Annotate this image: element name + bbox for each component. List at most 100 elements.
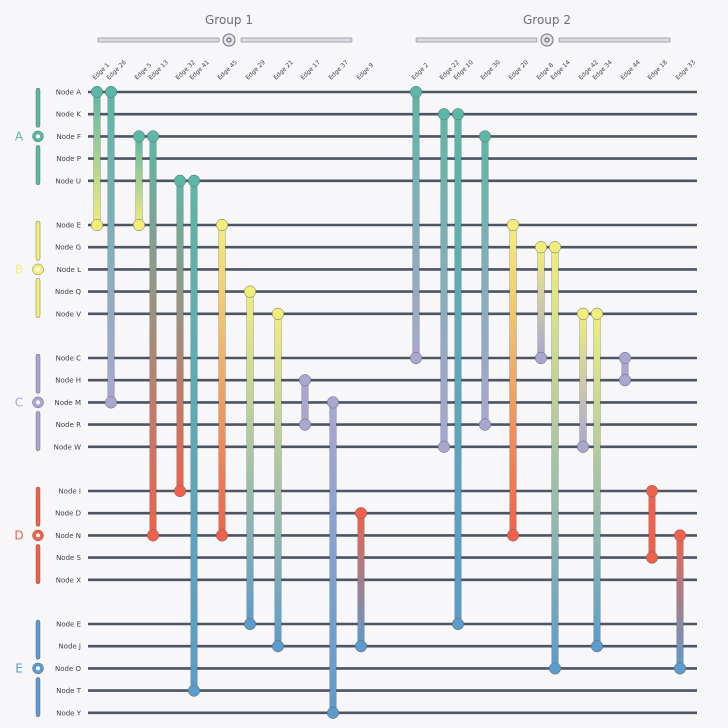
node-row[interactable]: Node O bbox=[55, 665, 697, 673]
connection-endpoint[interactable] bbox=[576, 307, 590, 320]
connection-endpoint[interactable] bbox=[673, 662, 687, 675]
connection-endpoint[interactable] bbox=[451, 108, 465, 121]
connection-endpoint[interactable] bbox=[146, 529, 160, 542]
hyperedge-connection[interactable] bbox=[243, 285, 257, 631]
hyperedge-connection[interactable] bbox=[576, 307, 590, 453]
hyperedge-connection[interactable] bbox=[548, 241, 562, 675]
connection-endpoint[interactable] bbox=[590, 640, 604, 653]
connection-endpoint[interactable] bbox=[409, 351, 423, 365]
connection-endpoint[interactable] bbox=[173, 174, 187, 187]
connection-endpoint[interactable] bbox=[215, 529, 229, 542]
node-row[interactable]: Node X bbox=[56, 576, 697, 584]
connection-endpoint[interactable] bbox=[437, 440, 451, 453]
cluster-bar bbox=[35, 619, 41, 660]
hyperedge-connection[interactable] bbox=[590, 307, 604, 653]
connection-endpoint[interactable] bbox=[215, 218, 229, 232]
connection-endpoint[interactable] bbox=[618, 351, 632, 365]
connection-endpoint[interactable] bbox=[645, 484, 659, 498]
connection-endpoint[interactable] bbox=[506, 218, 520, 232]
connection-endpoint[interactable] bbox=[548, 662, 562, 675]
hyperedge-connection[interactable] bbox=[618, 351, 632, 387]
connection-endpoint[interactable] bbox=[187, 174, 201, 187]
connection-endpoint[interactable] bbox=[146, 130, 160, 143]
cluster-toggle-icon[interactable] bbox=[32, 130, 44, 143]
hyperedge-connection[interactable] bbox=[673, 529, 687, 675]
connection-endpoint[interactable] bbox=[104, 85, 118, 99]
edge-label: Edge 13 bbox=[147, 59, 170, 82]
cluster-toggle-icon[interactable] bbox=[32, 662, 44, 675]
collapse-toggle-icon[interactable] bbox=[540, 33, 554, 47]
node-label: Node H bbox=[55, 377, 81, 385]
node-row[interactable]: Node K bbox=[56, 111, 697, 119]
connection-endpoint[interactable] bbox=[618, 374, 632, 387]
connection-endpoint[interactable] bbox=[645, 551, 659, 564]
connection-endpoint[interactable] bbox=[409, 85, 423, 99]
connection-endpoint[interactable] bbox=[298, 418, 312, 431]
node-row[interactable]: Node S bbox=[56, 554, 697, 562]
connection-endpoint[interactable] bbox=[298, 374, 312, 387]
connection-endpoint[interactable] bbox=[173, 484, 187, 498]
connection-endpoint[interactable] bbox=[548, 241, 562, 254]
connection-endpoint[interactable] bbox=[104, 396, 118, 409]
connection-endpoint[interactable] bbox=[673, 529, 687, 542]
connection-endpoint[interactable] bbox=[354, 507, 368, 520]
cluster-toggle-icon[interactable] bbox=[32, 263, 44, 276]
hyperedge-connection[interactable] bbox=[645, 484, 659, 564]
node-row[interactable]: Node L bbox=[57, 266, 697, 274]
node-row[interactable]: Node E bbox=[56, 621, 697, 629]
connection-endpoint[interactable] bbox=[437, 108, 451, 121]
hyperedge-connection[interactable] bbox=[451, 108, 465, 631]
connection-line bbox=[676, 535, 684, 669]
connection-endpoint[interactable] bbox=[187, 684, 201, 697]
connection-endpoint[interactable] bbox=[243, 285, 257, 298]
collapse-toggle-icon[interactable] bbox=[222, 33, 236, 47]
hyperedge-connection[interactable] bbox=[173, 174, 187, 498]
hyperedge-connection[interactable] bbox=[534, 241, 548, 365]
connection-endpoint[interactable] bbox=[132, 130, 146, 143]
node-row[interactable]: Node F bbox=[56, 133, 697, 141]
node-row[interactable]: Node Q bbox=[55, 288, 697, 296]
connection-line bbox=[648, 490, 656, 558]
cluster-toggle-icon[interactable] bbox=[32, 396, 44, 409]
hyperedge-connection[interactable] bbox=[215, 218, 229, 542]
connection-endpoint[interactable] bbox=[478, 130, 492, 143]
connection-endpoint[interactable] bbox=[354, 640, 368, 653]
hyperedge-connection[interactable] bbox=[354, 507, 368, 653]
connection-endpoint[interactable] bbox=[534, 351, 548, 365]
node-row[interactable]: Node A bbox=[56, 89, 697, 97]
connection-endpoint[interactable] bbox=[90, 85, 104, 99]
hyperedge-connection[interactable] bbox=[104, 85, 118, 409]
connection-endpoint[interactable] bbox=[478, 418, 492, 431]
hyperedge-connection[interactable] bbox=[187, 174, 201, 697]
node-row[interactable]: Node E bbox=[56, 222, 697, 230]
connection-endpoint[interactable] bbox=[576, 440, 590, 453]
connection-endpoint[interactable] bbox=[243, 617, 257, 631]
hyperedge-connection[interactable] bbox=[506, 218, 520, 542]
node-label: Node A bbox=[56, 89, 81, 97]
node-row[interactable]: Node T bbox=[56, 687, 697, 695]
connection-endpoint[interactable] bbox=[326, 706, 340, 719]
hyperedge-connection[interactable] bbox=[326, 396, 340, 719]
hyperedge-connection[interactable] bbox=[132, 130, 146, 232]
hyperedge-connection[interactable] bbox=[437, 108, 451, 453]
node-row[interactable]: Node Y bbox=[56, 709, 697, 717]
hyperedge-connection[interactable] bbox=[409, 85, 423, 365]
connection-endpoint[interactable] bbox=[506, 529, 520, 542]
hyperedge-connection[interactable] bbox=[271, 307, 285, 653]
hyperedge-connection[interactable] bbox=[90, 85, 104, 232]
connection-line bbox=[579, 313, 587, 447]
node-row[interactable]: Node P bbox=[56, 155, 697, 163]
connection-endpoint[interactable] bbox=[132, 218, 146, 232]
connection-endpoint[interactable] bbox=[326, 396, 340, 409]
connection-endpoint[interactable] bbox=[534, 241, 548, 254]
connection-endpoint[interactable] bbox=[90, 218, 104, 232]
hyperedge-connection[interactable] bbox=[146, 130, 160, 542]
connection-endpoint[interactable] bbox=[451, 617, 465, 631]
hyperedge-connection[interactable] bbox=[478, 130, 492, 431]
hyperedge-connection[interactable] bbox=[298, 374, 312, 431]
node-row[interactable]: Node G bbox=[55, 244, 697, 252]
connection-endpoint[interactable] bbox=[271, 307, 285, 320]
connection-endpoint[interactable] bbox=[590, 307, 604, 320]
connection-endpoint[interactable] bbox=[271, 640, 285, 653]
cluster-toggle-icon[interactable] bbox=[32, 529, 44, 542]
